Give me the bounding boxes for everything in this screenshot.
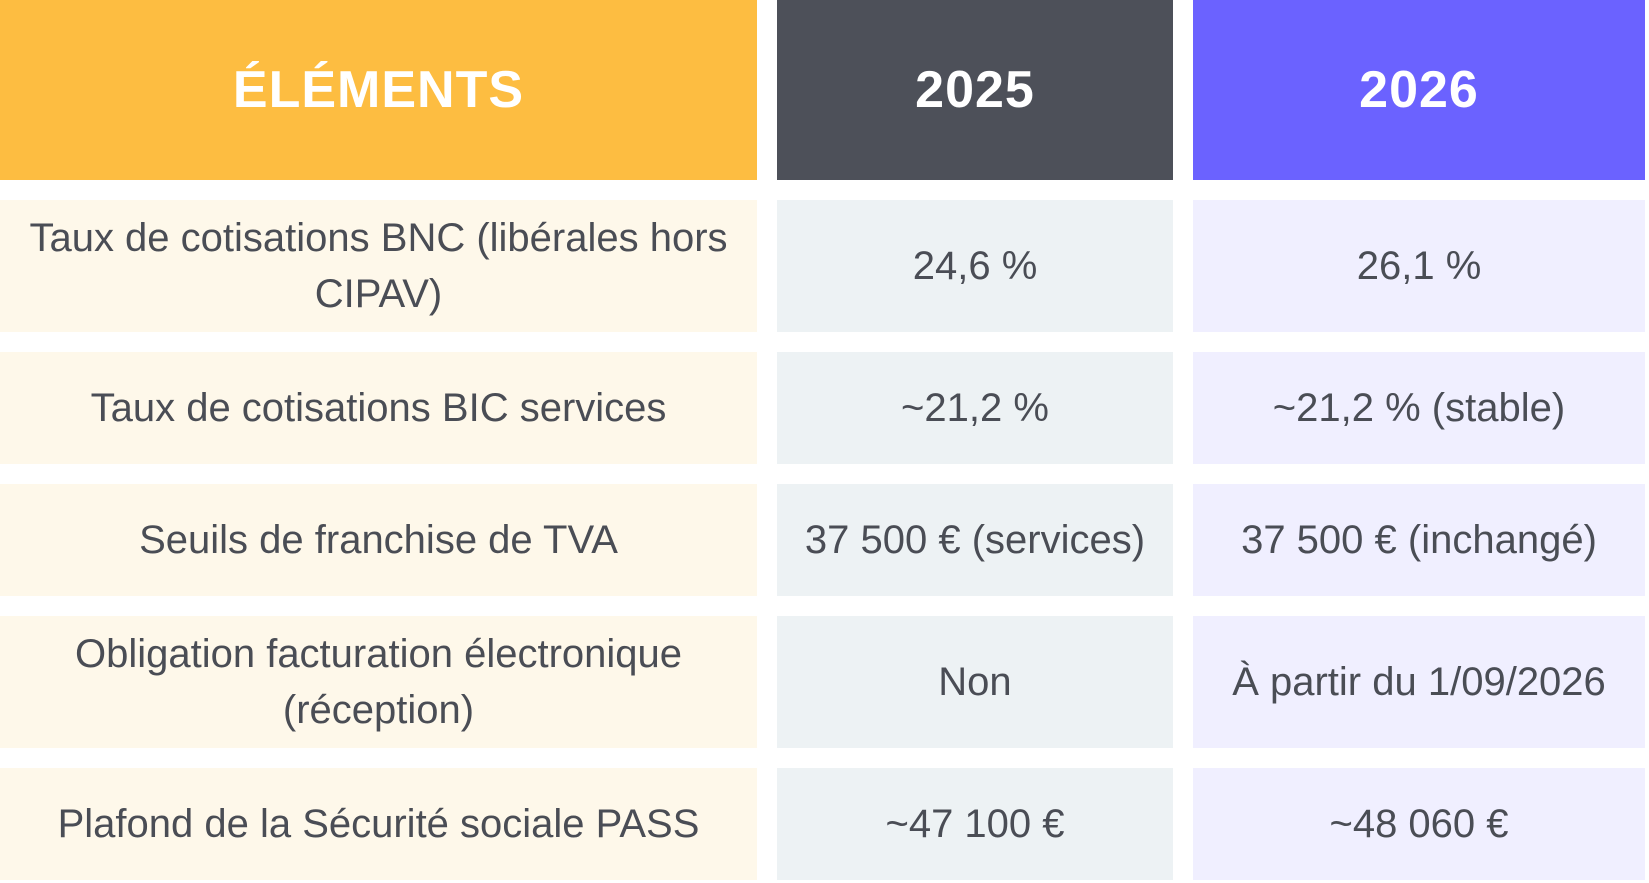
row-3-2026: 37 500 € (inchangé): [1193, 484, 1645, 596]
row-2-2025: ~21,2 %: [777, 352, 1173, 464]
row-1-element: Taux de cotisations BNC (libérales hors …: [0, 200, 757, 332]
row-1-2025: 24,6 %: [777, 200, 1173, 332]
row-3-2025: 37 500 € (services): [777, 484, 1173, 596]
header-elements: ÉLÉMENTS: [0, 0, 757, 180]
row-2-element: Taux de cotisations BIC services: [0, 352, 757, 464]
header-2026: 2026: [1193, 0, 1645, 180]
row-5-2025: ~47 100 €: [777, 768, 1173, 880]
row-4-2025: Non: [777, 616, 1173, 748]
row-1-2026: 26,1 %: [1193, 200, 1645, 332]
row-2-2026: ~21,2 % (stable): [1193, 352, 1645, 464]
row-4-element: Obligation facturation électronique (réc…: [0, 616, 757, 748]
row-5-element: Plafond de la Sécurité sociale PASS: [0, 768, 757, 880]
row-4-2026: À partir du 1/09/2026: [1193, 616, 1645, 748]
header-2025: 2025: [777, 0, 1173, 180]
row-3-element: Seuils de franchise de TVA: [0, 484, 757, 596]
row-5-2026: ~48 060 €: [1193, 768, 1645, 880]
